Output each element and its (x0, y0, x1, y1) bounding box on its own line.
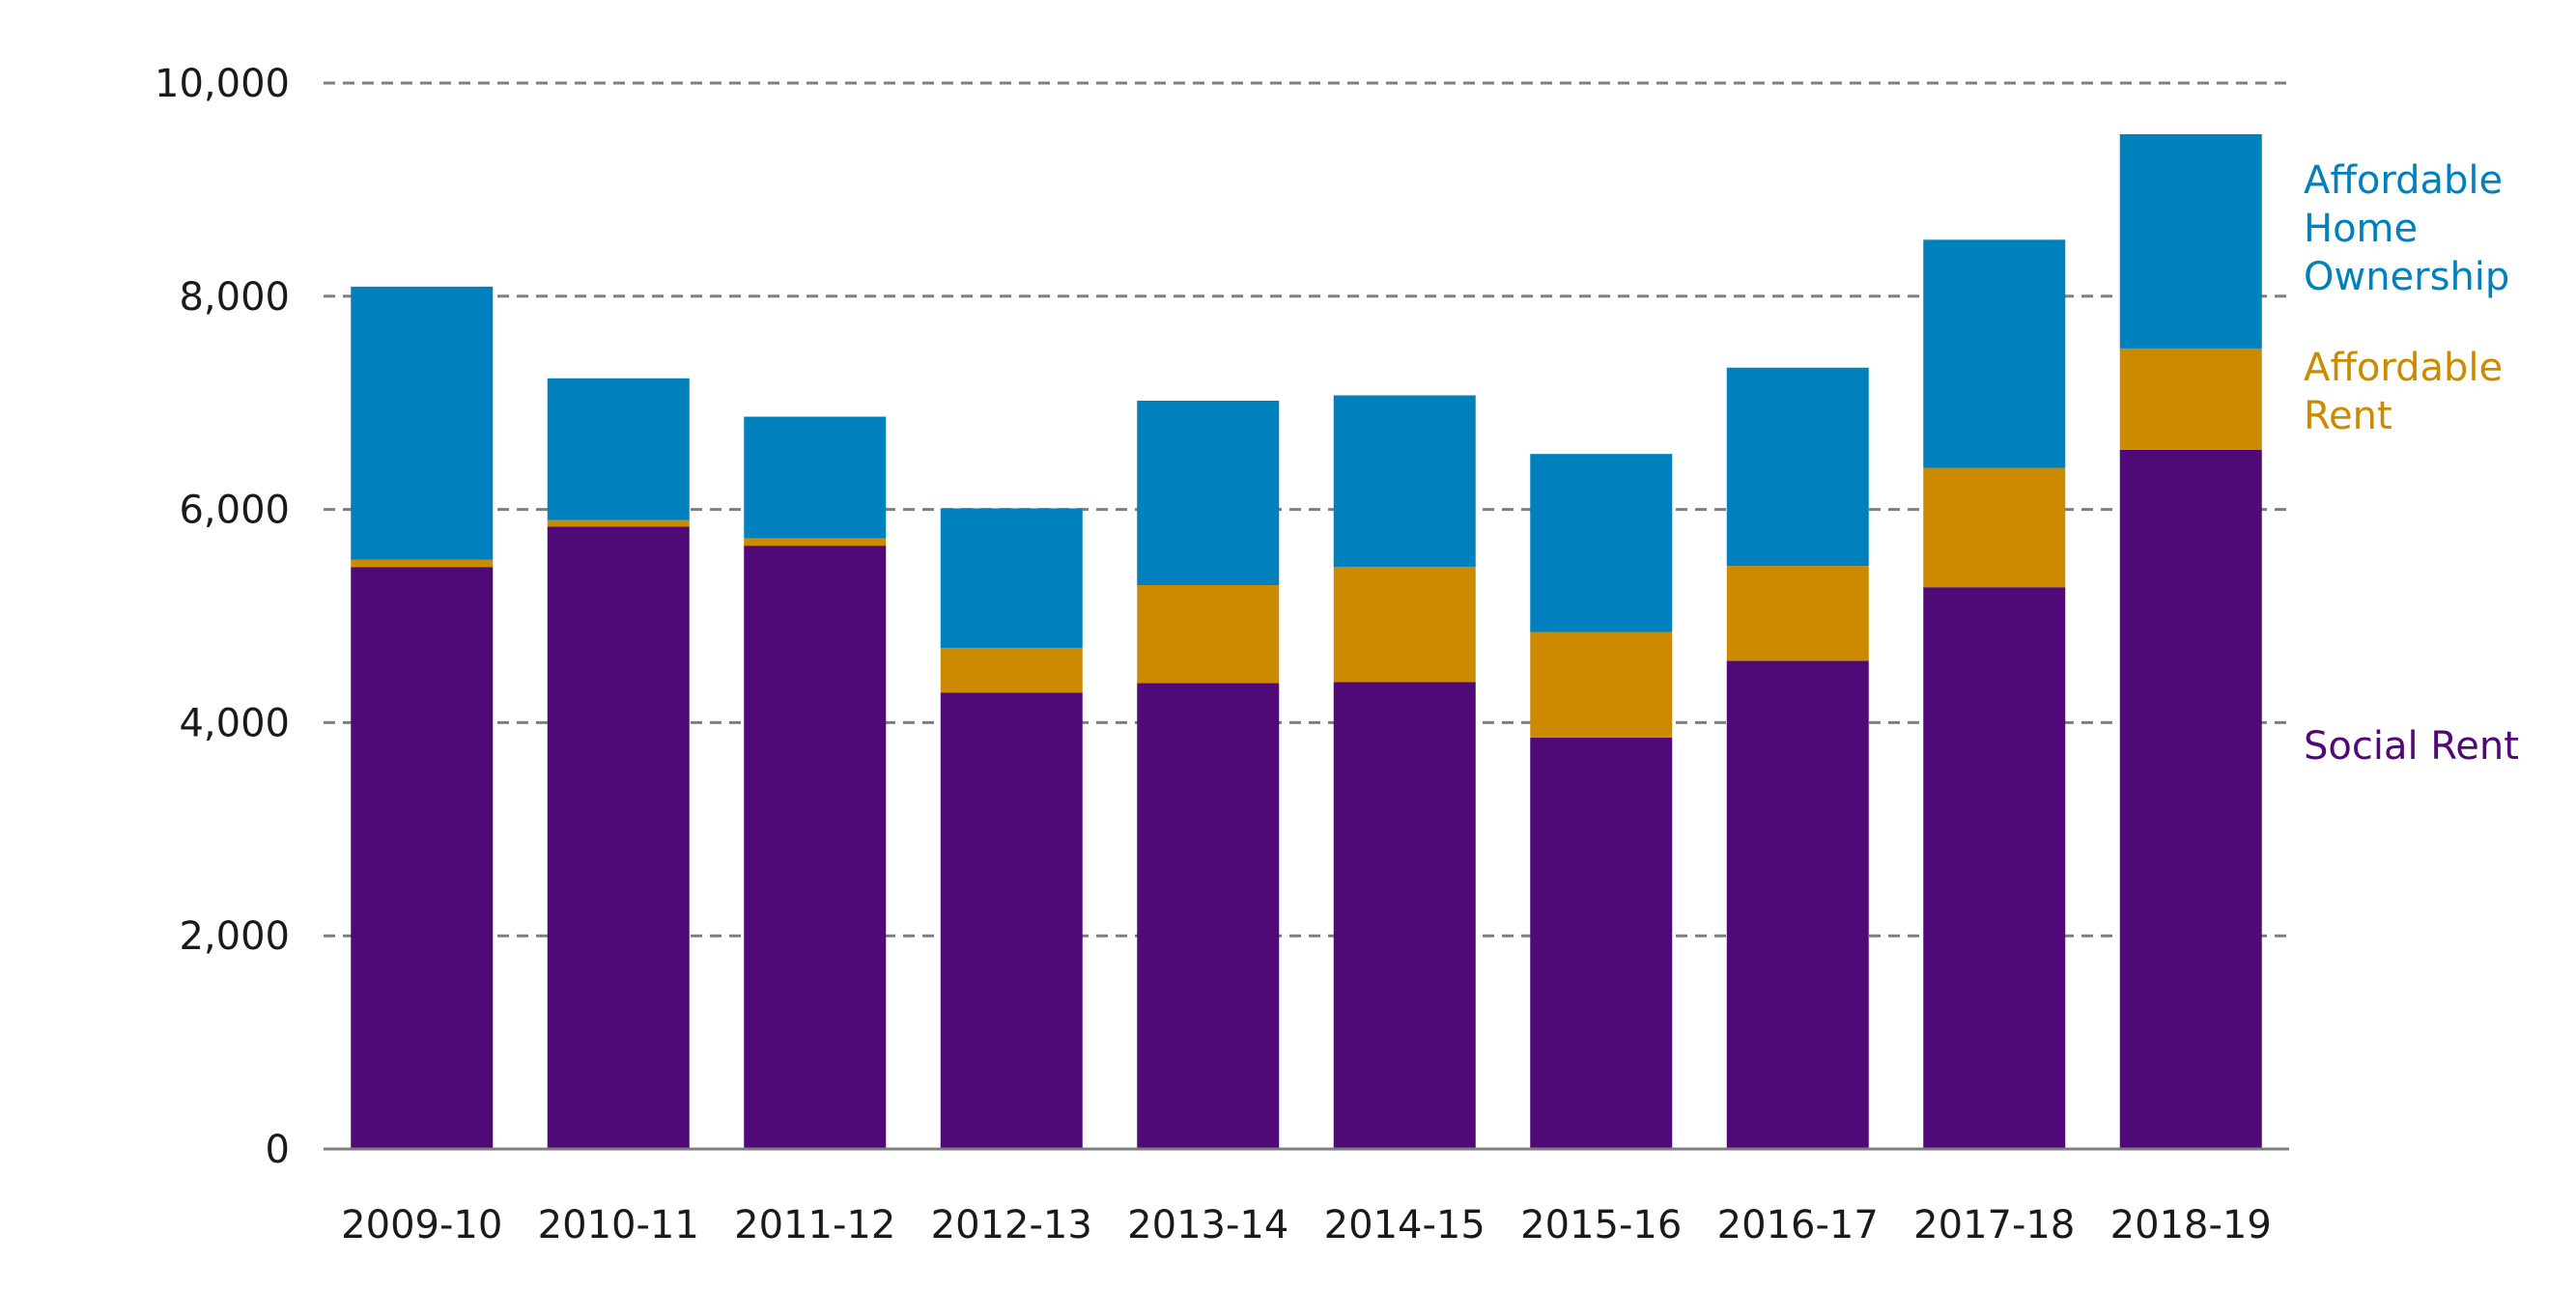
legend-label-line: Home (2304, 207, 2418, 251)
legend-label-line: Social Rent (2304, 724, 2519, 769)
x-tick-label: 2014-15 (1324, 1203, 1486, 1247)
x-tick-label: 2009-10 (341, 1203, 502, 1247)
bar-segment-affordable_rent (351, 559, 494, 568)
y-tick-label: 4,000 (179, 701, 290, 745)
x-tick-label: 2015-16 (1520, 1203, 1682, 1247)
bar-segment-social (1726, 660, 1869, 1149)
bar-segment-affordable_rent (1137, 584, 1280, 684)
bar-segment-home_ownership (1333, 395, 1476, 568)
bar-segment-social (1923, 587, 2066, 1149)
legend-label: Social Rent (2304, 724, 2519, 769)
bar-segment-home_ownership (1726, 367, 1869, 567)
bar-segment-home_ownership (547, 378, 690, 520)
bar-segment-affordable_rent (1530, 631, 1673, 738)
bar-segment-home_ownership (351, 286, 494, 560)
x-tick-label: 2011-12 (734, 1203, 895, 1247)
bar-segment-social (1333, 682, 1476, 1149)
bar-segment-home_ownership (1530, 454, 1673, 632)
x-axis: 2009-10 2010-11 2011-12 2012-13 2013-14 2014-… (324, 1147, 2289, 1247)
y-axis: 0 2,000 4,000 6,000 8,000 10,000 (155, 62, 290, 1172)
x-tick-label: 2018-19 (2110, 1203, 2272, 1247)
bar-segment-social (940, 692, 1083, 1149)
y-tick-label: 2,000 (179, 914, 290, 959)
legend-label-line: Affordable (2304, 346, 2503, 390)
bar-segment-home_ownership (940, 508, 1083, 649)
bar-segment-social (1530, 737, 1673, 1149)
bar-segment-social (2119, 449, 2262, 1149)
bar-segment-affordable_rent (940, 648, 1083, 693)
x-tick-label: 2016-17 (1717, 1203, 1879, 1247)
bar-segment-home_ownership (1137, 400, 1280, 585)
bars (351, 133, 2262, 1149)
legend-label: Affordable Rent (2304, 346, 2503, 438)
legend-label-line: Ownership (2304, 255, 2509, 299)
x-tick-label: 2012-13 (931, 1203, 1092, 1247)
bar-segment-home_ownership (2119, 133, 2262, 349)
bar-segment-home_ownership (1923, 239, 2066, 468)
bar-segment-affordable_rent (1923, 467, 2066, 588)
bar-segment-home_ownership (744, 416, 887, 539)
legend-label-line: Rent (2304, 394, 2392, 438)
legend-label-line: Affordable (2304, 158, 2503, 203)
bar-segment-affordable_rent (547, 519, 690, 527)
legend-label: Affordable Home Ownership (2304, 158, 2509, 299)
bar-segment-affordable_rent (2119, 348, 2262, 450)
bar-segment-social (351, 567, 494, 1149)
bar-segment-affordable_rent (1726, 566, 1869, 661)
bar-segment-social (744, 546, 887, 1149)
y-tick-label: 8,000 (179, 275, 290, 320)
x-tick-label: 2013-14 (1127, 1203, 1288, 1247)
y-tick-label: 6,000 (179, 489, 290, 533)
y-tick-label: 10,000 (155, 62, 290, 106)
bar-segment-social (547, 526, 690, 1149)
bar-segment-social (1137, 683, 1280, 1149)
x-tick-label: 2010-11 (538, 1203, 699, 1247)
x-tick-label: 2017-18 (1913, 1203, 2075, 1247)
y-tick-label: 0 (266, 1128, 290, 1172)
bar-segment-affordable_rent (1333, 567, 1476, 683)
bar-segment-affordable_rent (744, 538, 887, 546)
